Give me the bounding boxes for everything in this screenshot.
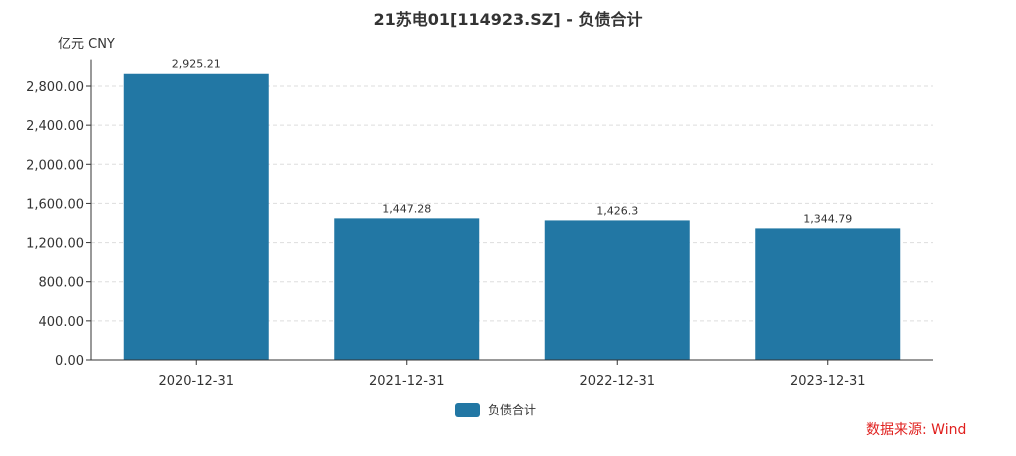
y-tick-label: 1,200.00 [26,237,84,252]
data-label: 2,925.21 [172,58,221,71]
data-label: 1,344.79 [803,212,852,225]
legend-swatch [455,402,480,417]
data-label: 1,447.28 [382,202,431,215]
x-tick-label: 2021-12-31 [369,374,445,389]
data-source: 数据来源: Wind [866,422,967,438]
y-tick-label: 800.00 [39,276,85,291]
y-tick-label: 400.00 [39,315,85,330]
legend-label: 负债合计 [488,403,537,417]
y-tick-label: 2,400.00 [26,119,84,134]
bar[interactable] [544,220,690,360]
y-tick-label: 0.00 [55,354,84,369]
y-tick-label: 1,600.00 [26,197,84,212]
y-axis-unit: 亿元 CNY [58,37,115,52]
x-tick-label: 2023-12-31 [790,374,866,389]
x-tick-label: 2020-12-31 [158,374,234,389]
legend[interactable]: 负债合计 [455,401,536,418]
y-tick-label: 2,000.00 [26,158,84,173]
bar[interactable] [755,228,901,360]
chart-title: 21苏电01[114923.SZ] - 负债合计 [373,10,643,29]
x-tick-label: 2022-12-31 [579,374,655,389]
bar[interactable] [334,218,480,360]
data-label: 1,426.3 [596,204,638,217]
bar[interactable] [123,73,269,360]
y-tick-label: 2,800.00 [26,80,84,95]
